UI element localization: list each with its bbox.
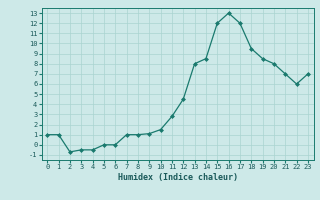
X-axis label: Humidex (Indice chaleur): Humidex (Indice chaleur) bbox=[118, 173, 237, 182]
